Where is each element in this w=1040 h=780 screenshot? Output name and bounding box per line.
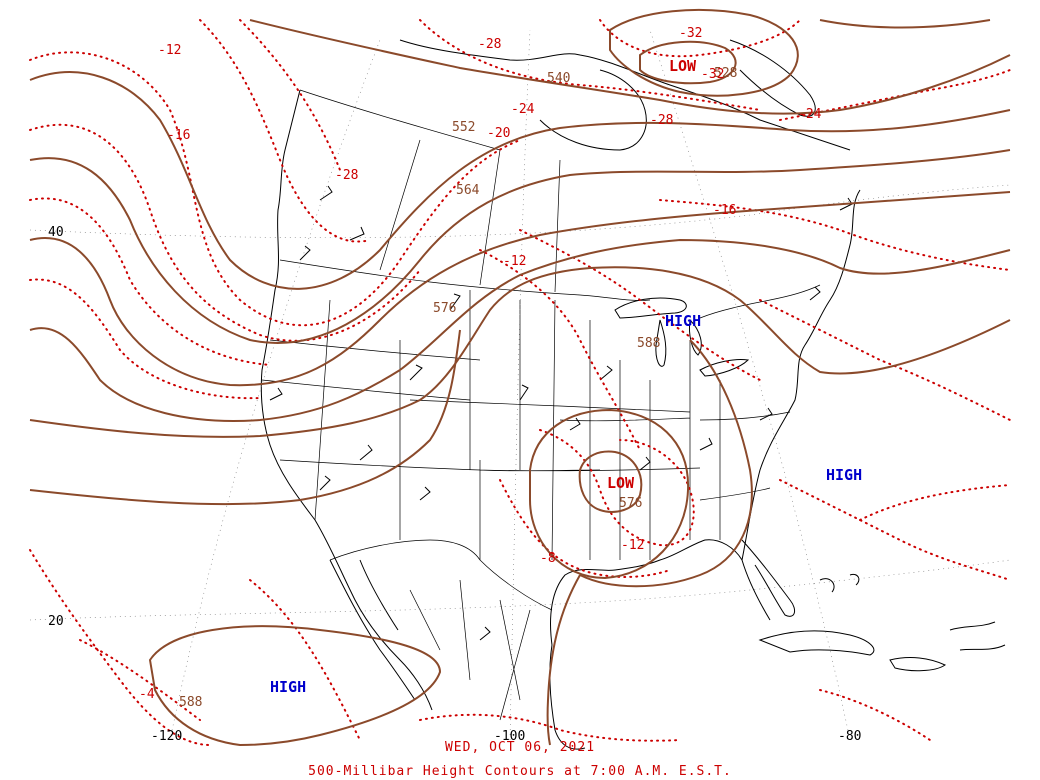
contour-588-mexico bbox=[148, 625, 442, 747]
height-contours bbox=[29, 9, 1011, 747]
temperature-label: -32 bbox=[679, 26, 702, 41]
system-label: HIGH bbox=[270, 678, 306, 696]
contour-528 bbox=[609, 9, 799, 97]
caribbean-islands bbox=[949, 621, 1006, 651]
height-label: 588 bbox=[637, 336, 660, 351]
longitude-label: -120 bbox=[151, 729, 182, 744]
gulf-coastline bbox=[550, 539, 771, 646]
geography-layer bbox=[260, 39, 1006, 750]
mexico-border bbox=[329, 539, 553, 611]
florida-peninsula bbox=[741, 539, 796, 617]
temperature-label: -24 bbox=[798, 107, 822, 122]
pacific-coastline bbox=[260, 89, 433, 711]
arctic-coast bbox=[399, 39, 851, 151]
temperature-label: -32 bbox=[701, 67, 724, 82]
contour-low-gulf-inner bbox=[578, 450, 643, 513]
contour-516 bbox=[639, 40, 737, 85]
height-label: 540 bbox=[547, 71, 570, 86]
lake-erie bbox=[699, 359, 750, 377]
canada-provinces bbox=[299, 89, 561, 293]
system-label: HIGH bbox=[665, 312, 701, 330]
contour-552 bbox=[29, 71, 1011, 290]
contour-540 bbox=[249, 19, 1011, 115]
lake-superior bbox=[614, 297, 687, 319]
contour-588a bbox=[29, 266, 1011, 438]
baja-peninsula bbox=[329, 559, 416, 701]
temperature-label: -16 bbox=[167, 128, 190, 143]
temperature-label: -12 bbox=[158, 43, 181, 58]
height-label: 576 bbox=[433, 301, 456, 316]
temperature-label: -28 bbox=[478, 37, 501, 52]
contour-564 bbox=[29, 149, 1011, 344]
system-label: HIGH bbox=[826, 466, 862, 484]
height-label: 588 bbox=[179, 695, 202, 710]
contour-576b bbox=[29, 238, 1011, 422]
atlantic-coastline bbox=[741, 189, 861, 561]
baffin-island bbox=[729, 39, 816, 117]
contour-north-east bbox=[819, 19, 991, 29]
hispaniola bbox=[889, 657, 946, 672]
map-labels: LOW HIGH LOW HIGH HIGH 540 528 552 564 5… bbox=[48, 26, 862, 744]
height-label: 576 bbox=[619, 496, 642, 511]
cuba bbox=[758, 630, 875, 656]
temperature-label: -28 bbox=[335, 168, 358, 183]
temperature-label: -20 bbox=[487, 126, 510, 141]
canada-us-border bbox=[279, 259, 821, 319]
temperature-label: -8 bbox=[540, 551, 556, 566]
lake-michigan bbox=[655, 319, 667, 367]
longitude-label: -100 bbox=[494, 729, 525, 744]
map-date: WED, OCT 06, 2021 bbox=[444, 740, 596, 755]
lake-huron bbox=[689, 318, 702, 356]
hudson-bay bbox=[539, 69, 647, 151]
longitude-label: -80 bbox=[838, 729, 861, 744]
temperature-label: -28 bbox=[650, 113, 673, 128]
system-label: LOW bbox=[607, 474, 635, 492]
bahamas bbox=[819, 573, 860, 593]
latitude-label: 40 bbox=[48, 225, 64, 240]
temperature-label: -16 bbox=[713, 203, 736, 218]
us-state-lines bbox=[261, 290, 791, 561]
mexico-states bbox=[409, 579, 531, 721]
height-label: 564 bbox=[456, 183, 480, 198]
wind-barbs bbox=[269, 185, 853, 641]
contour-588c bbox=[546, 574, 581, 746]
map-title: 500-Millibar Height Contours at 7:00 A.M… bbox=[308, 764, 732, 779]
contour-576a bbox=[29, 191, 1011, 387]
contour-low-gulf bbox=[529, 408, 690, 580]
temperature-label: -4 bbox=[139, 687, 155, 702]
temperature-label: -12 bbox=[621, 538, 644, 553]
contour-588b bbox=[29, 329, 753, 588]
height-label: 528 bbox=[714, 66, 737, 81]
temperature-contours bbox=[29, 19, 1011, 746]
system-label: LOW bbox=[669, 57, 697, 75]
temperature-label: -24 bbox=[511, 102, 535, 117]
political-boundaries bbox=[261, 89, 821, 721]
temperature-label: -12 bbox=[503, 254, 526, 269]
latitude-label: 20 bbox=[48, 614, 64, 629]
height-label: 552 bbox=[452, 120, 475, 135]
graticule bbox=[29, 29, 1011, 741]
